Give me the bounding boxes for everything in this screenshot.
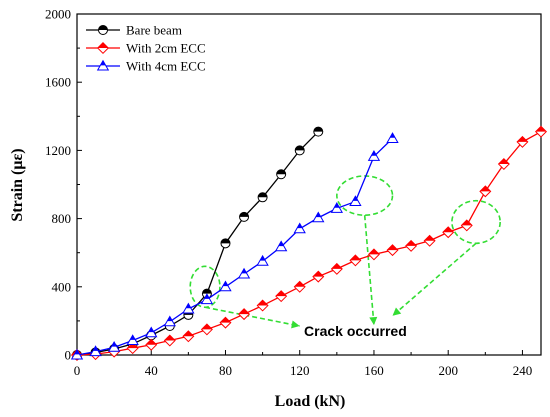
data-point-2-fill (111, 342, 117, 347)
data-point-1-fill (312, 271, 324, 277)
data-point-2-fill (334, 203, 340, 208)
data-point-2 (163, 315, 176, 327)
data-point-2-fill (278, 241, 284, 247)
crack-arrow-head (291, 320, 300, 329)
data-point-1-fill (405, 240, 417, 246)
annotation-label: Crack occurred (304, 323, 407, 339)
data-point-2 (70, 348, 84, 360)
data-point-2-fill (297, 223, 303, 229)
data-point-2-fill (74, 349, 80, 355)
y-tick-label: 400 (52, 279, 72, 294)
x-tick-label: 80 (219, 363, 232, 378)
legend-label: Bare beam (126, 23, 182, 38)
data-point-2-fill (352, 196, 359, 201)
legend-label: With 4cm ECC (126, 59, 206, 74)
y-tick-label: 1600 (45, 75, 71, 90)
data-point-1-fill (535, 126, 547, 132)
data-point-2-fill (204, 294, 210, 299)
crack-arrow-head (392, 307, 402, 316)
data-point-2-fill (148, 327, 154, 333)
data-point-2-fill (222, 281, 229, 287)
data-point-1-fill (238, 308, 250, 315)
x-tick-label: 120 (290, 363, 310, 378)
data-point-1-fill (164, 335, 176, 341)
x-tick-label: 40 (145, 363, 158, 378)
data-point-1-fill (480, 186, 491, 192)
x-tick-label: 240 (513, 363, 533, 378)
data-point-1-fill (517, 136, 528, 142)
x-tick-label: 160 (364, 363, 384, 378)
crack-arrow-line (204, 306, 300, 327)
data-point-1-fill (275, 290, 287, 297)
data-point-0-fill (258, 192, 268, 198)
data-point-1-fill (220, 317, 231, 323)
data-point-2-fill (130, 335, 136, 340)
y-axis-title: Strain (με) (9, 148, 26, 221)
data-point-2-fill (315, 212, 321, 218)
data-point-2-fill (92, 346, 99, 351)
crack-ellipse (336, 175, 394, 216)
data-point-0-fill (313, 127, 323, 132)
data-point-1-fill (461, 220, 473, 226)
data-point-1-fill (498, 158, 510, 165)
x-axis-title: Load (kN) (275, 393, 346, 410)
data-point-1-fill (350, 255, 361, 261)
legend-marker-fill (100, 60, 106, 66)
data-point-2-fill (259, 255, 266, 261)
data-point-2-fill (167, 316, 173, 322)
crack-arrow-line (391, 242, 477, 317)
data-point-1-fill (387, 244, 398, 251)
crack-arrow-head (369, 316, 378, 326)
y-tick-label: 2000 (45, 7, 71, 22)
data-point-2-fill (241, 268, 247, 274)
data-point-1-fill (331, 263, 343, 269)
x-tick-label: 200 (438, 363, 458, 378)
data-point-2-fill (371, 151, 377, 156)
data-point-0-fill (220, 238, 230, 244)
y-tick-label: 0 (65, 348, 72, 363)
y-tick-label: 800 (52, 211, 72, 226)
crack-arrow-line (363, 215, 375, 326)
legend-marker-fill (98, 25, 108, 30)
data-point-1-fill (424, 235, 435, 241)
data-point-2-fill (389, 133, 396, 138)
data-point-1-fill (201, 324, 213, 330)
data-point-2-fill (185, 303, 192, 309)
data-point-1-fill (183, 330, 194, 337)
x-tick-label: 0 (74, 363, 81, 378)
data-point-1-fill (257, 300, 268, 306)
data-point-1-fill (368, 249, 380, 255)
legend-label: With 2cm ECC (126, 41, 206, 56)
data-point-1-fill (127, 342, 138, 349)
data-point-1-fill (294, 281, 306, 287)
data-point-0-fill (239, 212, 249, 217)
data-point-0-fill (202, 289, 212, 294)
y-tick-label: 1200 (45, 143, 71, 158)
data-point-0-fill (276, 169, 286, 175)
legend-marker-fill (97, 42, 109, 48)
data-point-1-fill (145, 339, 157, 345)
data-point-1-fill (442, 226, 454, 233)
data-point-0-fill (295, 145, 305, 151)
